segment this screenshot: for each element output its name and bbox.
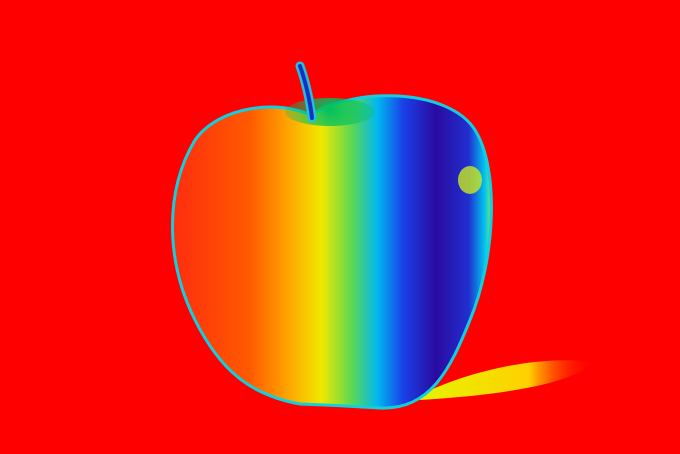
stem-core <box>298 64 314 120</box>
apple <box>171 94 493 410</box>
shadow <box>420 360 595 400</box>
apple-top <box>285 98 375 126</box>
warm-spot <box>458 166 482 194</box>
